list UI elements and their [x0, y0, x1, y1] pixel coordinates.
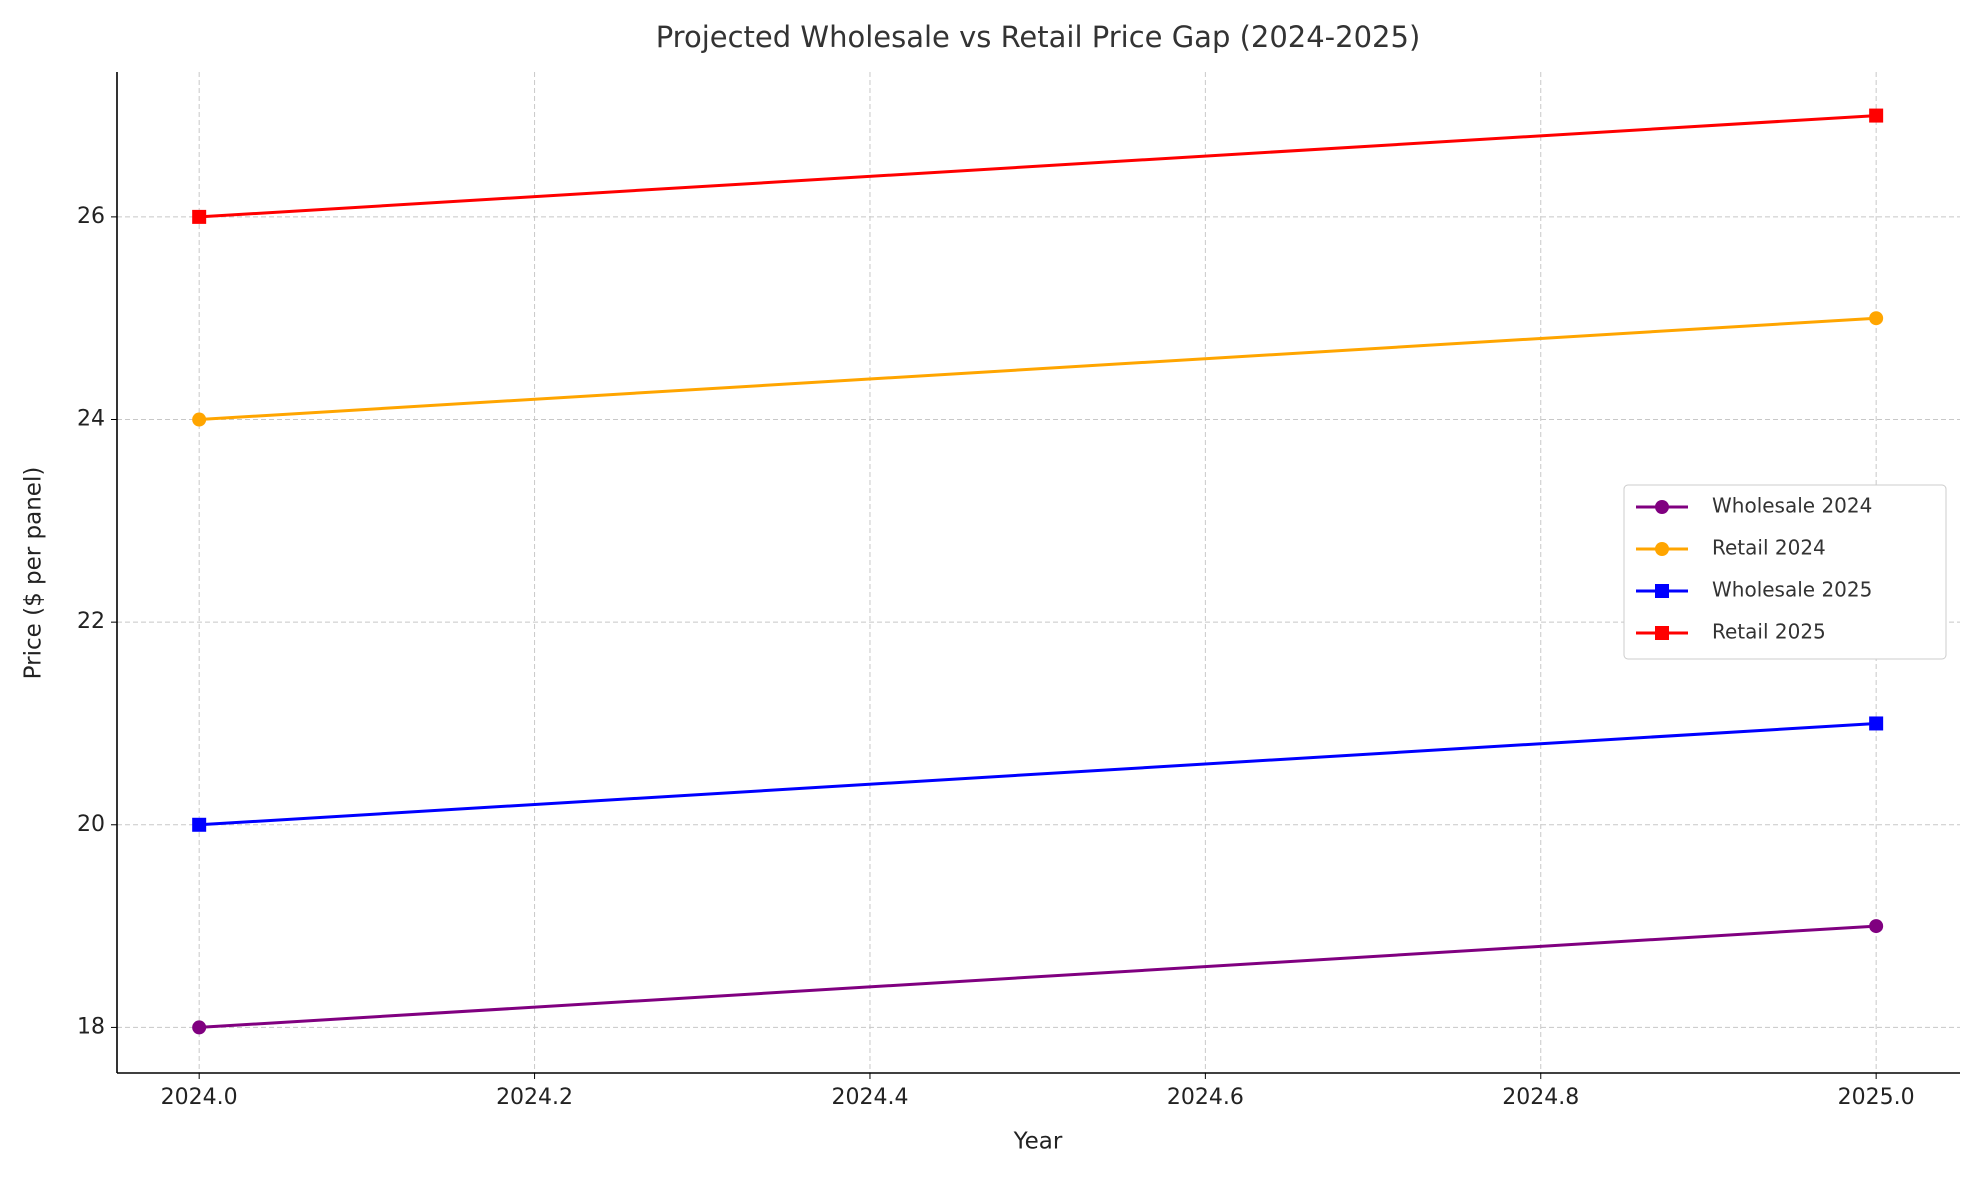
x-axis-label: Year	[1013, 1129, 1063, 1155]
legend-label: Wholesale 2024	[1712, 494, 1872, 518]
y-tick-label: 24	[77, 407, 105, 432]
y-tick-label: 22	[77, 609, 105, 634]
marker	[1869, 311, 1884, 326]
marker	[1655, 500, 1669, 514]
marker	[192, 412, 207, 427]
legend-label: Retail 2024	[1712, 536, 1826, 560]
marker	[192, 209, 207, 224]
legend-label: Retail 2025	[1712, 620, 1826, 644]
x-tick-label: 2024.4	[831, 1085, 908, 1110]
series-line	[199, 316, 1877, 422]
y-tick-label: 18	[77, 1014, 105, 1039]
y-axis-label: Price ($ per panel)	[21, 467, 47, 680]
series-line	[199, 924, 1877, 1029]
y-tick-label: 26	[77, 204, 105, 229]
marker	[192, 817, 207, 832]
marker	[1655, 626, 1669, 640]
legend-box	[1623, 484, 1947, 660]
marker	[1655, 542, 1669, 556]
marker	[1655, 584, 1669, 598]
x-tick-label: 2024.2	[496, 1085, 573, 1110]
marker	[192, 1020, 207, 1035]
y-tick-label: 20	[77, 812, 105, 837]
series-line	[199, 114, 1877, 219]
x-tick-label: 2024.6	[1167, 1085, 1244, 1110]
marker	[1869, 716, 1884, 731]
x-tick-label: 2025.0	[1838, 1085, 1915, 1110]
marker	[1869, 108, 1884, 123]
x-tick-label: 2024.0	[161, 1085, 238, 1110]
legend-label: Wholesale 2025	[1712, 578, 1872, 602]
series-line	[199, 721, 1877, 827]
chart-title: Projected Wholesale vs Retail Price Gap …	[656, 20, 1421, 54]
x-tick-label: 2024.8	[1502, 1085, 1579, 1110]
marker	[1869, 919, 1884, 934]
